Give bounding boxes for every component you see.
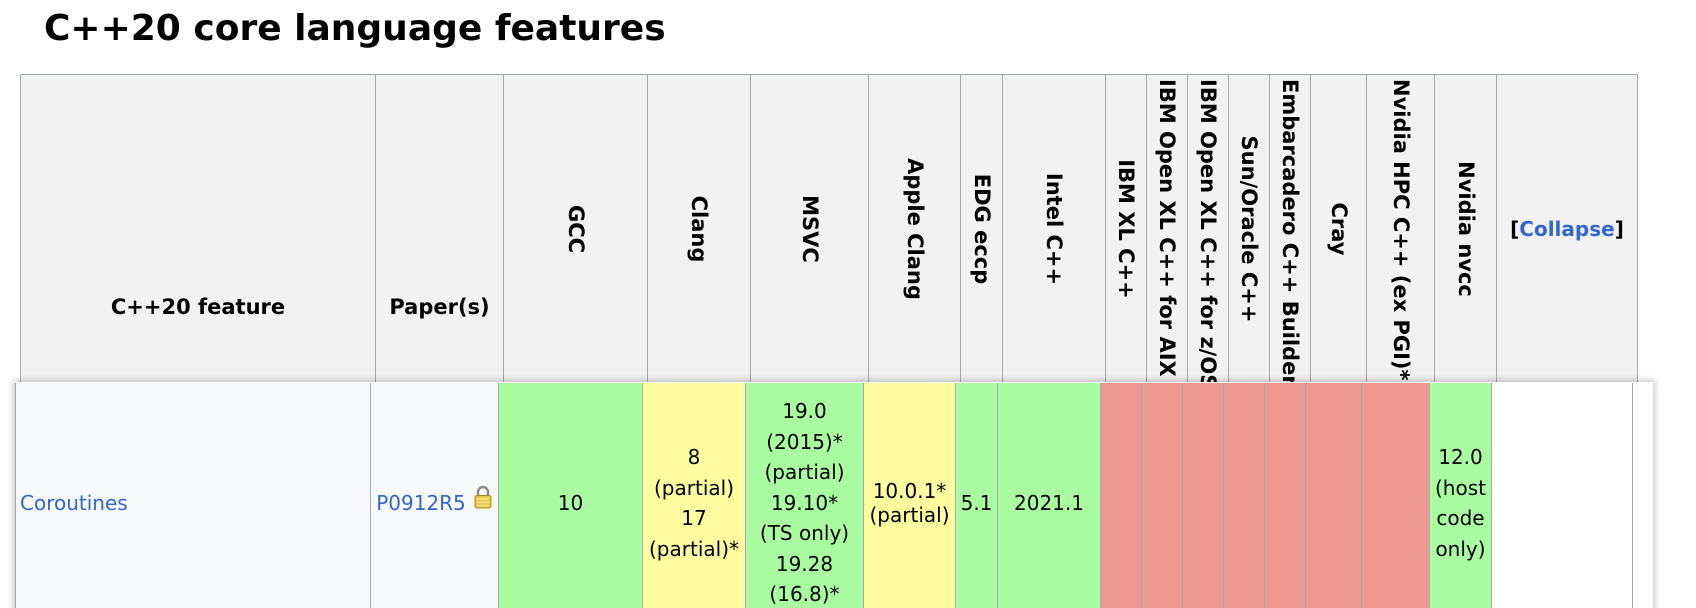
header-label: IBM Open XL C++ for z/OS xyxy=(1196,79,1220,390)
collapse-open-bracket: [ xyxy=(1510,217,1520,241)
support-cell-cray xyxy=(1305,383,1362,608)
paper-link[interactable]: P0912R5 xyxy=(376,490,466,515)
header-msvc: MSVC xyxy=(750,74,869,383)
page-title: C++20 core language features xyxy=(44,8,666,49)
lock-icon xyxy=(473,485,493,518)
header-label: Clang xyxy=(687,195,711,262)
collapse-button[interactable]: Collapse xyxy=(1519,217,1615,241)
header-embarcadero-cpp-builder: Embarcadero C++ Builder xyxy=(1269,74,1311,386)
support-text: 12.0 (host code only) xyxy=(1435,445,1486,561)
support-cell-apple-clang: 10.0.1* (partial) xyxy=(863,383,956,608)
empty-trailing-cell xyxy=(1491,383,1633,608)
support-text: 5.1 xyxy=(960,490,993,515)
header-papers: Paper(s) xyxy=(375,74,504,383)
header-label: MSVC xyxy=(797,194,822,263)
header-gcc: GCC xyxy=(503,74,648,383)
header-intel-cpp: Intel C++ xyxy=(1002,74,1106,383)
header-label: C++20 feature xyxy=(110,295,286,319)
support-text: 10 xyxy=(557,490,584,515)
header-label: Apple Clang xyxy=(902,157,927,300)
header-ibm-open-xl-zos: IBM Open XL C++ for z/OS xyxy=(1187,74,1229,389)
header-clang: Clang xyxy=(647,74,751,383)
support-text: 10.0.1* (partial) xyxy=(869,479,950,527)
header-ibm-xl-cpp: IBM XL C++ xyxy=(1105,74,1147,383)
header-cray: Cray xyxy=(1310,74,1367,383)
header-label: Cray xyxy=(1326,202,1351,255)
header-collapse: [Collapse] xyxy=(1496,74,1638,383)
feature-cell: Coroutines xyxy=(15,383,371,608)
header-label: Paper(s) xyxy=(389,295,490,319)
support-cell-intel-cpp: 2021.1 xyxy=(997,383,1101,608)
header-ibm-open-xl-aix: IBM Open XL C++ for AIX xyxy=(1146,74,1188,383)
header-label: IBM XL C++ xyxy=(1114,158,1138,299)
header-nvidia-nvcc: Nvidia nvcc xyxy=(1434,74,1497,383)
collapse-close-bracket: ] xyxy=(1614,217,1624,241)
feature-link-coroutines[interactable]: Coroutines xyxy=(20,490,128,515)
header-label: Embarcadero C++ Builder xyxy=(1278,79,1302,386)
support-cell-embarcadero xyxy=(1264,383,1306,608)
header-label: GCC xyxy=(563,204,588,253)
support-cell-nvidia-hpc xyxy=(1361,383,1430,608)
support-text: 8 (partial) 17 (partial)* xyxy=(649,445,739,561)
collapse-control: [Collapse] xyxy=(1510,217,1624,241)
support-text: 19.0 (2015)* (partial) 19.10* (TS only) … xyxy=(759,399,850,607)
header-sun-oracle-cpp: Sun/Oracle C++ xyxy=(1228,74,1270,383)
header-edg-eccp: EDG eccp xyxy=(960,74,1003,383)
header-apple-clang: Apple Clang xyxy=(868,74,961,383)
support-cell-ibm-xl-cpp xyxy=(1100,383,1142,608)
header-nvidia-hpc-cpp: Nvidia HPC C++ (ex PGI)* xyxy=(1366,74,1435,383)
support-text: 2021.1 xyxy=(1014,490,1084,515)
support-cell-ibm-open-xl-aix xyxy=(1141,383,1183,608)
header-label: IBM Open XL C++ for AIX xyxy=(1155,79,1179,377)
support-cell-edg-eccp: 5.1 xyxy=(955,383,998,608)
header-label: Intel C++ xyxy=(1042,172,1066,285)
support-cell-msvc: 19.0 (2015)* (partial) 19.10* (TS only) … xyxy=(745,383,864,608)
header-label: Nvidia HPC C++ (ex PGI)* xyxy=(1388,79,1413,381)
support-cell-clang: 8 (partial) 17 (partial)* xyxy=(642,383,746,608)
support-cell-gcc: 10 xyxy=(498,383,643,608)
support-cell-sun-oracle-cpp xyxy=(1223,383,1265,608)
header-label: Sun/Oracle C++ xyxy=(1237,135,1261,322)
support-cell-ibm-open-xl-zos xyxy=(1182,383,1224,608)
paper-cell: P0912R5 xyxy=(370,383,499,608)
header-label: EDG eccp xyxy=(969,173,994,284)
header-cpp20-feature: C++20 feature xyxy=(20,74,376,383)
support-cell-nvidia-nvcc: 12.0 (host code only) xyxy=(1429,383,1492,608)
header-label: Nvidia nvcc xyxy=(1453,160,1478,297)
